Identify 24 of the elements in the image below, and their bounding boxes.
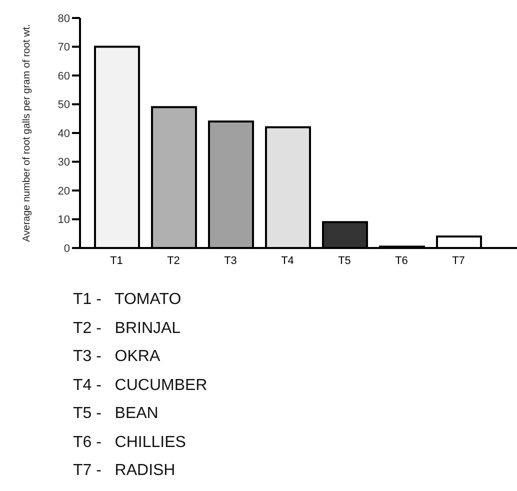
x-tick-label: T2 [167,254,180,267]
y-tick-label: 50 [58,99,70,112]
y-tick-label: 70 [58,42,70,54]
text: T1 - TOMATO [73,290,182,310]
y-tick-label: 0 [64,242,70,255]
text: T3 - OKRA [73,347,162,367]
x-tick-label: T1 [110,254,123,267]
x-tick-label: T4 [281,254,294,267]
y-tick-label: 80 [58,12,70,25]
x-tick-label: T7 [452,254,465,267]
text: T5 - BEAN [73,404,160,424]
y-tick-label: 10 [58,214,70,226]
y-tick-label: 30 [58,156,70,169]
x-tick-label: T6 [395,254,408,267]
text: T7 - RADISH [73,461,176,481]
text: T4 - CUCUMBER [73,376,208,396]
y-tick-label: 20 [58,185,70,198]
text: T6 - CHILLIES [73,432,187,452]
text: T2 - BRINJAL [73,318,182,338]
y-tick-label: 60 [58,70,70,82]
y-tick-label: 40 [58,128,70,140]
y-axis-title: Average number of root galls per gram of root wt. [22,24,33,242]
x-tick-label: T5 [338,254,351,267]
x-tick-label: T3 [224,254,237,267]
